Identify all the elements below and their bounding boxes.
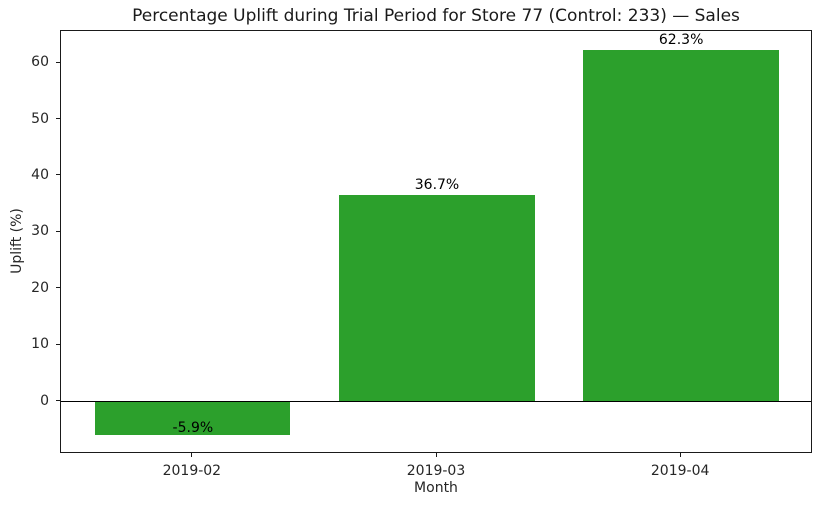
y-tick-label: 20 xyxy=(31,279,49,296)
y-tick-mark xyxy=(56,230,60,232)
x-tick-label: 2019-02 xyxy=(162,463,222,479)
y-tick-label: 50 xyxy=(31,110,49,127)
bar-value-label: 36.7% xyxy=(414,176,460,193)
bar-value-label: 62.3% xyxy=(658,32,704,49)
y-tick-mark xyxy=(56,174,60,176)
x-axis-label: Month xyxy=(414,480,458,496)
y-tick-mark xyxy=(56,61,60,63)
chart-title: Percentage Uplift during Trial Period fo… xyxy=(132,6,740,26)
plot-area: -5.9% 36.7% 62.3% xyxy=(60,30,812,453)
y-tick-mark xyxy=(56,287,60,289)
x-tick-label: 2019-04 xyxy=(650,463,710,479)
x-tick-label: 2019-03 xyxy=(406,463,466,479)
y-tick-label: 10 xyxy=(31,336,49,353)
x-tick-mark xyxy=(435,453,437,457)
y-tick-mark xyxy=(56,118,60,120)
bar-2019-03 xyxy=(339,194,535,402)
y-tick-label: 30 xyxy=(31,223,49,240)
y-tick-label: 60 xyxy=(31,54,49,71)
x-tick-mark xyxy=(679,453,681,457)
x-tick-mark xyxy=(191,453,193,457)
y-tick-label: 0 xyxy=(40,392,49,409)
bar-value-label: -5.9% xyxy=(172,419,214,436)
y-tick-mark xyxy=(56,343,60,345)
y-axis-label: Uplift (%) xyxy=(9,208,25,274)
y-tick-label: 40 xyxy=(31,166,49,183)
bar-2019-04 xyxy=(583,50,779,402)
y-tick-mark xyxy=(56,400,60,401)
bar-2019-02 xyxy=(95,401,291,435)
zero-line xyxy=(61,401,811,402)
